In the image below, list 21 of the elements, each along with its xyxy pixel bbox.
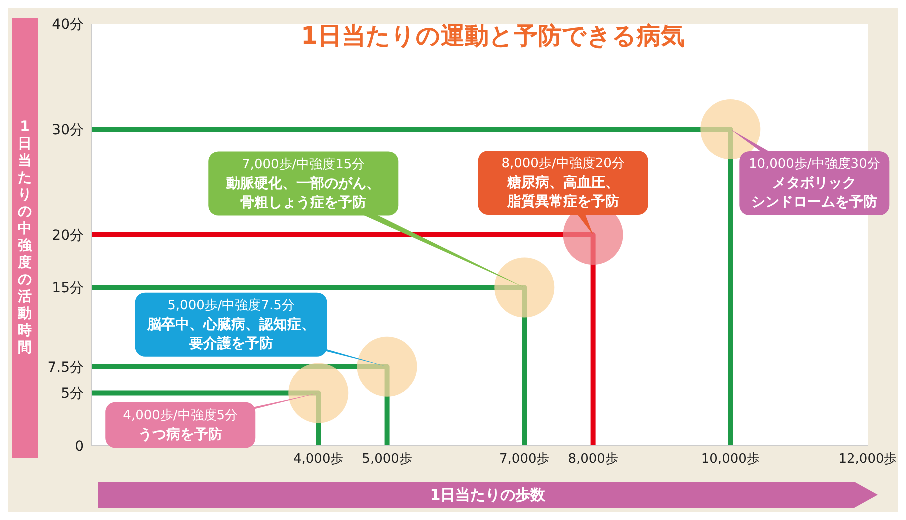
y-tick-label: 20分	[52, 228, 84, 244]
x-axis-title: 1日当たりの歩数	[98, 482, 878, 508]
y-tick-label: 15分	[52, 280, 84, 297]
text: 1日当たりの中強度の活動時間	[18, 119, 32, 356]
x-tick-label: 10,000歩	[701, 452, 760, 468]
x-tick-label: 12,000歩	[838, 452, 898, 468]
y-tick-label: 30分	[52, 122, 84, 138]
chart-title: 1日当たりの運動と予防できる病気	[300, 21, 686, 52]
annotation: 7,000歩/中強度15分動脈硬化、一部のがん、骨粗しょう症を予防	[226, 156, 381, 211]
annotation: 4,000歩/中強度5分うつ病を予防	[123, 407, 238, 443]
annotation: 10,000歩/中強度30分メタボリックシンドロームを予防	[748, 156, 880, 210]
x-tick-label: 7,000歩	[500, 452, 550, 468]
x-tick-label: 4,000歩	[294, 452, 344, 468]
y-tick-label: 5分	[61, 386, 84, 402]
x-tick-label: 8,000歩	[568, 452, 618, 468]
annotation: 8,000歩/中強度20分糖尿病、高血圧、脂質異常症を予防	[502, 156, 625, 210]
y-tick-label: 0	[75, 438, 84, 455]
y-tick-label: 40分	[52, 16, 84, 33]
x-tick-label: 5,000歩	[362, 452, 412, 468]
annotation: 5,000歩/中強度7.5分脳卒中、心臓病、認知症、要介護を予防	[146, 297, 316, 352]
y-tick-label: 7.5分	[48, 360, 84, 376]
